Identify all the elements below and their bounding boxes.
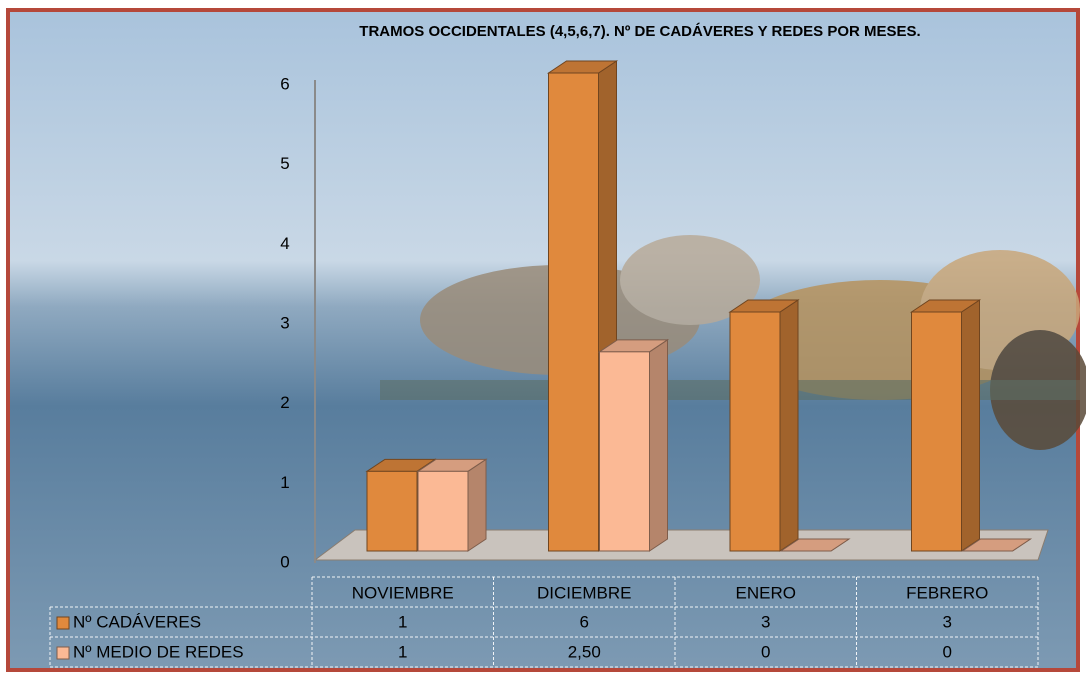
bar [549, 73, 599, 551]
bar-side [780, 300, 798, 551]
x-tick-label: DICIEMBRE [537, 583, 631, 602]
y-tick-label: 6 [280, 74, 289, 93]
y-tick-label: 3 [280, 313, 289, 332]
x-tick-label: FEBRERO [906, 583, 988, 602]
bar [367, 471, 417, 551]
y-tick-label: 0 [280, 552, 289, 571]
legend-swatch [57, 647, 69, 659]
table-value: 1 [398, 642, 407, 661]
legend-swatch [57, 617, 69, 629]
table-value: 6 [580, 612, 589, 631]
x-tick-label: ENERO [736, 583, 796, 602]
y-tick-label: 2 [280, 393, 289, 412]
table-value: 3 [761, 612, 770, 631]
table-value: 1 [398, 612, 407, 631]
bar-side [650, 340, 668, 551]
table-value: 0 [943, 642, 952, 661]
bar [912, 312, 962, 551]
legend-label: Nº CADÁVERES [73, 612, 201, 631]
bar-side [962, 300, 980, 551]
y-tick-label: 1 [280, 473, 289, 492]
bar [730, 312, 780, 551]
x-tick-label: NOVIEMBRE [352, 583, 454, 602]
table-value: 2,50 [568, 642, 601, 661]
table-value: 0 [761, 642, 770, 661]
chart: TRAMOS OCCIDENTALES (4,5,6,7). Nº DE CAD… [0, 0, 1086, 681]
table-value: 3 [943, 612, 952, 631]
bar [418, 471, 468, 551]
legend-label: Nº MEDIO DE REDES [73, 642, 244, 661]
bar [600, 352, 650, 551]
chart-title: TRAMOS OCCIDENTALES (4,5,6,7). Nº DE CAD… [359, 23, 920, 40]
y-tick-label: 5 [280, 154, 289, 173]
bar-side [468, 459, 486, 551]
y-tick-label: 4 [280, 234, 289, 253]
